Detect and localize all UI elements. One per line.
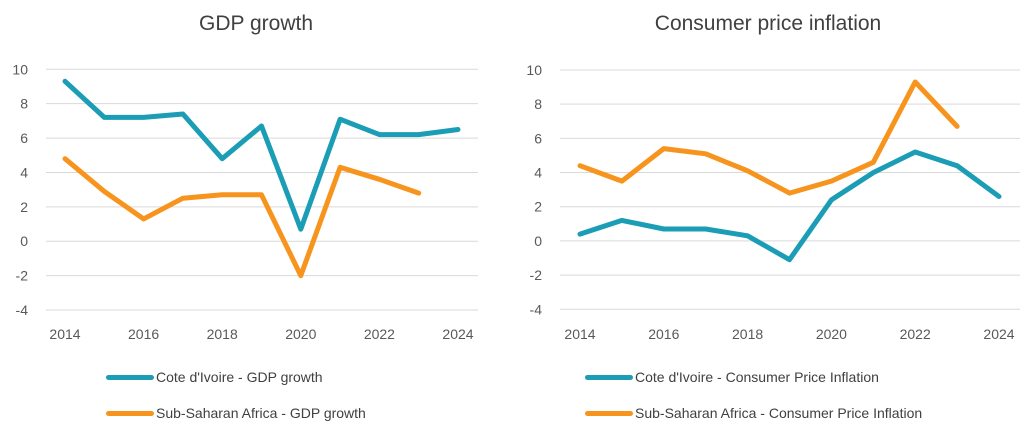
gdp-growth-chart: GDP growth 10 8 6 4 2 0 -2 -4 2014 2016 2018 2020 20… <box>12 12 478 421</box>
legend-swatch-teal <box>106 374 154 380</box>
consumer-price-inflation-plot: 10 8 6 4 2 0 -2 -4 2014 2016 2018 2020 2022 2024 <box>526 62 1020 342</box>
x-tick-label: 2018 <box>732 326 763 342</box>
sub-saharan-africa-series-line <box>62 156 422 279</box>
sub-saharan-africa-series-line <box>577 79 960 196</box>
x-tick-label: 2016 <box>648 326 679 342</box>
legend-item-ssa-gdp: Sub-Saharan Africa - GDP growth <box>106 405 366 421</box>
x-tick-label: 2020 <box>285 326 316 342</box>
y-tick-label: 0 <box>534 233 542 249</box>
legend-swatch-teal <box>585 374 633 380</box>
y-tick-label: 8 <box>20 96 28 112</box>
y-tick-label: 6 <box>20 130 28 146</box>
legend-item-cote-divoire-cpi: Cote d'Ivoire - Consumer Price Inflation <box>585 369 879 385</box>
x-tick-label: 2018 <box>207 326 238 342</box>
legend-label: Cote d'Ivoire - Consumer Price Inflation <box>635 369 879 385</box>
x-tick-label: 2024 <box>442 326 473 342</box>
legend-label: Sub-Saharan Africa - Consumer Price Infl… <box>635 405 923 421</box>
y-tick-label: 2 <box>534 199 542 215</box>
y-tick-label: -2 <box>530 267 543 283</box>
y-tick-label: 6 <box>534 130 542 146</box>
y-tick-label: -4 <box>16 302 29 318</box>
legend-item-ssa-cpi: Sub-Saharan Africa - Consumer Price Infl… <box>585 405 922 421</box>
chart-title: Consumer price inflation <box>654 12 882 35</box>
legend-swatch-orange <box>585 410 633 416</box>
x-tick-label: 2016 <box>128 326 159 342</box>
legend-label: Cote d'Ivoire - GDP growth <box>156 369 323 385</box>
consumer-price-inflation-chart: Consumer price inflation 10 8 6 4 2 0 -2 -4 2014… <box>512 0 1024 447</box>
legend-label: Sub-Saharan Africa - GDP growth <box>156 405 366 421</box>
cote-divoire-series-line <box>577 149 1002 263</box>
y-tick-label: 8 <box>534 96 542 112</box>
legend-swatch-orange <box>106 410 154 416</box>
y-tick-label: 4 <box>20 164 28 180</box>
y-tick-label: 2 <box>20 199 28 215</box>
y-tick-label: -2 <box>16 268 29 284</box>
legend-item-cote-divoire-gdp: Cote d'Ivoire - GDP growth <box>106 369 323 385</box>
y-tick-label: 10 <box>526 62 542 78</box>
x-tick-label: 2014 <box>49 326 80 342</box>
x-tick-label: 2024 <box>983 326 1014 342</box>
x-tick-label: 2022 <box>364 326 395 342</box>
y-tick-label: 0 <box>20 233 28 249</box>
chart-title: GDP growth <box>199 12 313 35</box>
cote-divoire-series-line <box>62 78 461 232</box>
x-tick-label: 2014 <box>564 326 595 342</box>
x-tick-label: 2020 <box>816 326 847 342</box>
y-tick-label: 10 <box>12 61 28 77</box>
y-tick-label: -4 <box>530 301 543 317</box>
x-tick-label: 2022 <box>900 326 931 342</box>
y-tick-label: 4 <box>534 165 542 181</box>
gdp-growth-plot: 10 8 6 4 2 0 -2 -4 2014 2016 2018 2020 2022 2024 <box>12 61 478 342</box>
